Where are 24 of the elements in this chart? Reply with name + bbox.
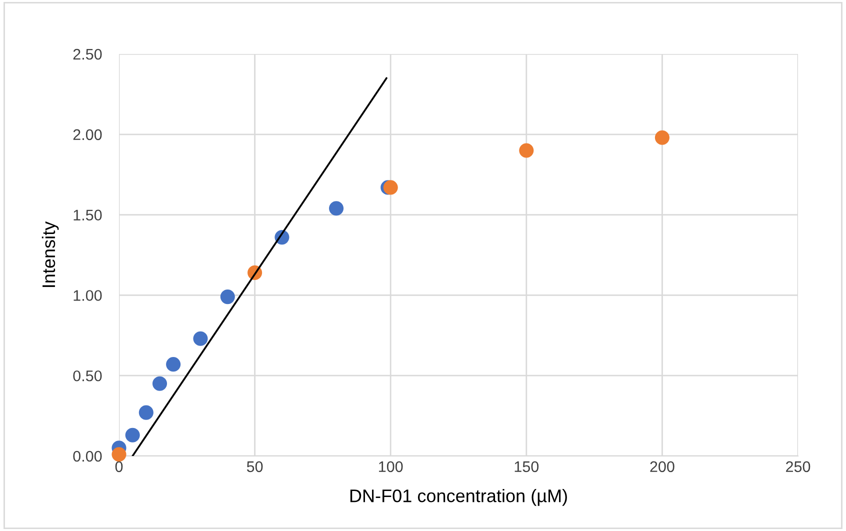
x-axis-title: DN-F01 concentration (µM) — [350, 488, 567, 506]
point — [166, 357, 181, 372]
x-tick-label: 250 — [786, 461, 810, 472]
y-tick-label: 1.00 — [74, 290, 102, 301]
point — [328, 201, 344, 216]
x-tick-label: 0 — [115, 461, 123, 472]
y-tick-label: 0.50 — [73, 370, 102, 382]
x-tick-label: 200 — [650, 461, 674, 472]
x-tick-label: 100 — [379, 461, 403, 472]
x-tick-label: 150 — [514, 461, 539, 472]
point — [152, 376, 168, 391]
y-tick-label: 0.00 — [73, 450, 102, 462]
point — [193, 331, 208, 346]
y-tick-label: 2.50 — [73, 48, 102, 60]
y-tick-label: 1.50 — [74, 210, 102, 220]
point — [654, 130, 670, 145]
point — [125, 428, 140, 442]
point — [138, 405, 154, 420]
point — [220, 290, 235, 304]
y-tick-label: 2.00 — [73, 129, 102, 140]
point — [112, 447, 126, 462]
y-axis-title: Intensity — [42, 221, 59, 287]
point — [519, 143, 534, 158]
x-tick-label: 50 — [246, 461, 263, 472]
